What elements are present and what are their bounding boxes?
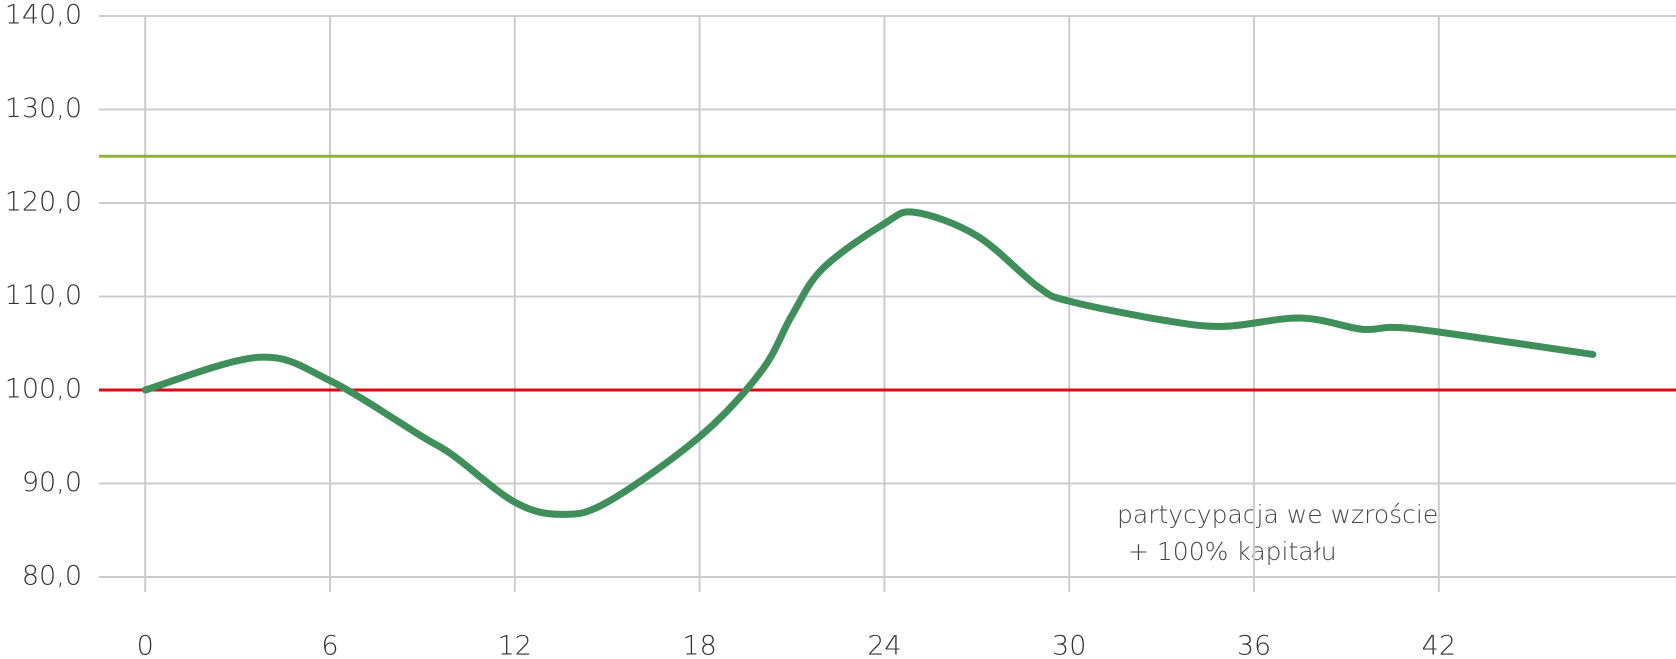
annotation: partycypacja we wzroście <box>1117 500 1438 529</box>
x-tick-label: 12 <box>498 631 532 659</box>
x-tick-label: 24 <box>867 631 901 659</box>
y-tick-label: 80,0 <box>22 561 82 592</box>
x-tick-label: 42 <box>1422 631 1456 659</box>
x-tick-label: 18 <box>682 631 716 659</box>
y-tick-label: 120,0 <box>5 187 82 218</box>
y-tick-label: 90,0 <box>22 467 82 498</box>
data-line <box>141 208 1597 518</box>
y-tick-label: 110,0 <box>5 280 82 311</box>
x-tick-label: 6 <box>321 631 338 659</box>
y-tick-label: 140,0 <box>5 0 82 31</box>
x-tick-label: 30 <box>1052 631 1086 659</box>
y-tick-label: 100,0 <box>5 374 82 405</box>
annotation: + 100% kapitału <box>1128 537 1337 566</box>
x-tick-label: 36 <box>1237 631 1271 659</box>
y-tick-label: 130,0 <box>5 93 82 124</box>
x-tick-label: 0 <box>137 631 154 659</box>
